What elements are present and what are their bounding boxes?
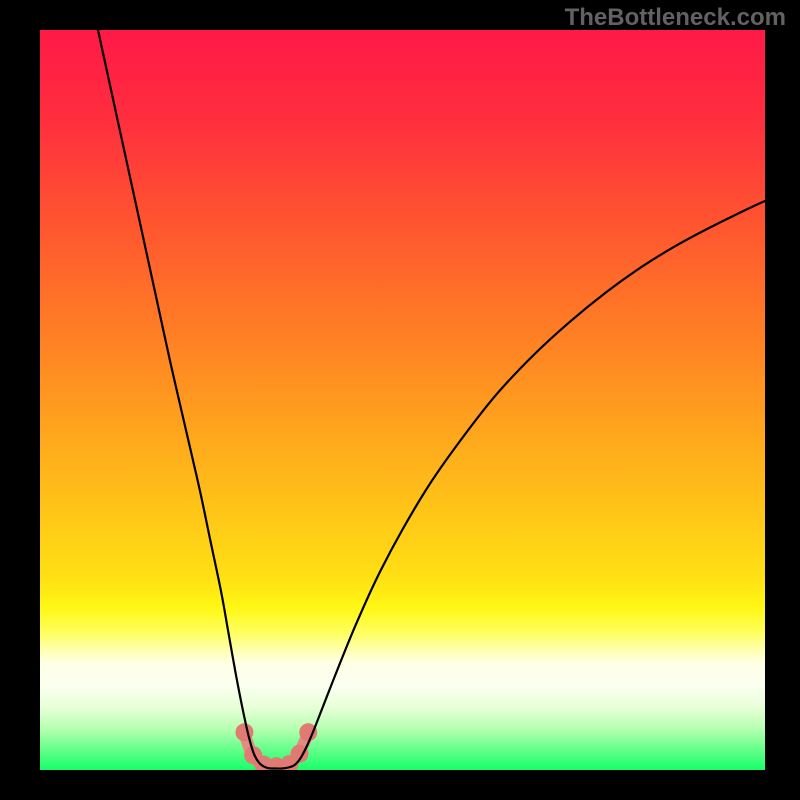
plot-svg (40, 30, 765, 770)
watermark-text: TheBottleneck.com (565, 4, 786, 32)
plot-area (40, 30, 765, 770)
salmon-marker (235, 723, 253, 741)
gradient-background (40, 30, 765, 770)
